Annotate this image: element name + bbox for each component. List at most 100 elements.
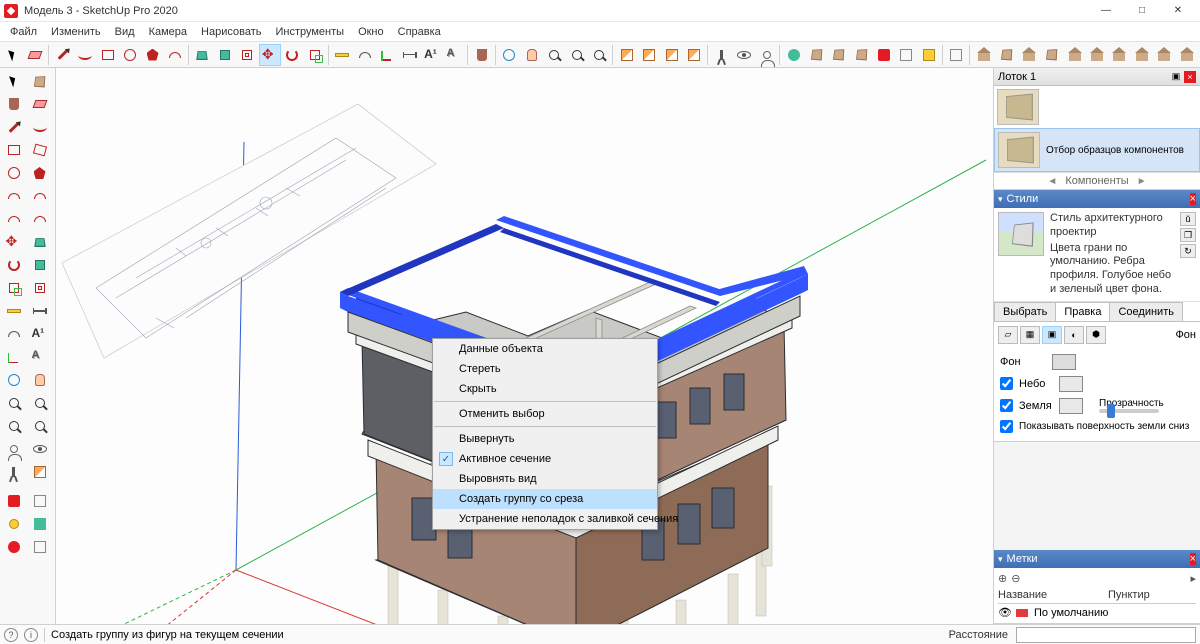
position-camera[interactable]: [756, 44, 777, 66]
rotate-tool[interactable]: [282, 44, 303, 66]
lt-zprev[interactable]: [1, 415, 26, 437]
tab-mix[interactable]: Соединить: [1109, 302, 1183, 321]
lt-ext4[interactable]: [27, 513, 52, 535]
eraser-tool[interactable]: [24, 44, 45, 66]
mode-model-icon[interactable]: ⬢: [1086, 326, 1106, 344]
zoom-window-tool[interactable]: [566, 44, 587, 66]
paint-tool[interactable]: [471, 44, 492, 66]
polygon-tool[interactable]: [142, 44, 163, 66]
zoom-extents-tool[interactable]: [589, 44, 610, 66]
lt-pan[interactable]: [27, 369, 52, 391]
tag-visible-icon[interactable]: 👁: [998, 606, 1010, 619]
freehand-tool[interactable]: [74, 44, 95, 66]
lt-section[interactable]: [27, 461, 52, 483]
lt-zwin[interactable]: [27, 392, 52, 414]
ground-below-checkbox[interactable]: [1000, 420, 1013, 433]
sky-checkbox[interactable]: [1000, 377, 1013, 390]
scale-tool[interactable]: [304, 44, 325, 66]
tag-remove-icon[interactable]: ⊖: [1011, 572, 1020, 585]
lt-ext1[interactable]: [1, 490, 26, 512]
lt-zext[interactable]: [27, 415, 52, 437]
components-next-icon[interactable]: ►: [1137, 176, 1147, 187]
lt-make[interactable]: [27, 70, 52, 92]
zoom-tool[interactable]: [544, 44, 565, 66]
view-top[interactable]: [1086, 44, 1107, 66]
tape-tool[interactable]: [331, 44, 352, 66]
tag-add-icon[interactable]: ⊕: [998, 572, 1007, 585]
warehouse-1[interactable]: [806, 44, 827, 66]
section-tool[interactable]: [616, 44, 637, 66]
style-refresh-icon[interactable]: ↻: [1180, 244, 1196, 258]
context-menu-item[interactable]: Выровнять вид: [433, 469, 657, 489]
lt-line[interactable]: [1, 116, 26, 138]
lt-ext3[interactable]: [1, 513, 26, 535]
view-right[interactable]: [1131, 44, 1152, 66]
mode-face-icon[interactable]: ▦: [1020, 326, 1040, 344]
text-tool[interactable]: A¹: [421, 44, 442, 66]
lt-arc3[interactable]: [1, 208, 26, 230]
menu-window[interactable]: Окно: [352, 24, 390, 40]
view-front[interactable]: [1109, 44, 1130, 66]
status-info-icon[interactable]: i: [24, 628, 38, 642]
lt-ext5[interactable]: [1, 536, 26, 558]
tab-edit[interactable]: Правка: [1055, 302, 1110, 321]
layout-1[interactable]: [945, 44, 966, 66]
tray-pin-icon[interactable]: ▣: [1170, 71, 1182, 83]
lt-walk[interactable]: [1, 461, 26, 483]
lt-rotrect[interactable]: [27, 139, 52, 161]
lt-ext2[interactable]: [27, 490, 52, 512]
lt-offset[interactable]: [27, 277, 52, 299]
close-button[interactable]: ✕: [1160, 1, 1196, 21]
lt-rotate[interactable]: [1, 254, 26, 276]
3dtext-tool[interactable]: A: [444, 44, 465, 66]
maximize-button[interactable]: □: [1124, 1, 1160, 21]
component-item[interactable]: [994, 86, 1200, 128]
look-tool[interactable]: [733, 44, 754, 66]
context-menu-item[interactable]: Стереть: [433, 359, 657, 379]
context-menu-item[interactable]: Создать группу со среза: [433, 489, 657, 509]
lt-arc[interactable]: [1, 185, 26, 207]
lt-3dtext[interactable]: A: [27, 346, 52, 368]
tag-row[interactable]: 👁 По умолчанию: [998, 604, 1196, 621]
styles-header[interactable]: ▾ Стили ×: [994, 190, 1200, 208]
axes-tool[interactable]: [376, 44, 397, 66]
select-tool[interactable]: [2, 44, 23, 66]
lt-circle[interactable]: [1, 162, 26, 184]
protractor-tool[interactable]: [354, 44, 375, 66]
tags-close-icon[interactable]: ×: [1190, 553, 1196, 565]
lt-scale[interactable]: [1, 277, 26, 299]
arc-tool[interactable]: [164, 44, 185, 66]
lt-look[interactable]: [27, 438, 52, 460]
section-cut[interactable]: [661, 44, 682, 66]
lt-free[interactable]: [27, 116, 52, 138]
view-iso[interactable]: [1064, 44, 1085, 66]
view-back[interactable]: [1154, 44, 1175, 66]
style-new-icon[interactable]: ❐: [1180, 228, 1196, 242]
tags-col-dash[interactable]: Пунктир: [1108, 589, 1150, 601]
style-2[interactable]: [995, 44, 1016, 66]
lt-text[interactable]: A¹: [27, 323, 52, 345]
section-fill[interactable]: [683, 44, 704, 66]
mode-water-icon[interactable]: ◐: [1064, 326, 1084, 344]
style-4[interactable]: [1040, 44, 1061, 66]
menu-file[interactable]: Файл: [4, 24, 43, 40]
geo-location[interactable]: [783, 44, 804, 66]
pan-tool[interactable]: [521, 44, 542, 66]
bg-swatch[interactable]: [1052, 354, 1076, 370]
lt-poscam[interactable]: [1, 438, 26, 460]
lt-follow[interactable]: [27, 254, 52, 276]
transparency-slider[interactable]: [1099, 409, 1159, 413]
menu-edit[interactable]: Изменить: [45, 24, 107, 40]
context-menu-item[interactable]: Устранение неполадок с заливкой сечения: [433, 509, 657, 529]
lt-paint[interactable]: [1, 93, 26, 115]
move-tool[interactable]: ✥: [259, 44, 280, 66]
dimension-tool[interactable]: [399, 44, 420, 66]
components-prev-icon[interactable]: ◄: [1047, 176, 1057, 187]
context-menu-item[interactable]: Активное сечение✓: [433, 449, 657, 469]
menu-view[interactable]: Вид: [109, 24, 141, 40]
viewport[interactable]: Данные объектаСтеретьСкрытьОтменить выбо…: [56, 68, 993, 624]
lt-poly[interactable]: [27, 162, 52, 184]
menu-draw[interactable]: Нарисовать: [195, 24, 267, 40]
sky-swatch[interactable]: [1059, 376, 1083, 392]
context-menu-item[interactable]: Вывернуть: [433, 429, 657, 449]
